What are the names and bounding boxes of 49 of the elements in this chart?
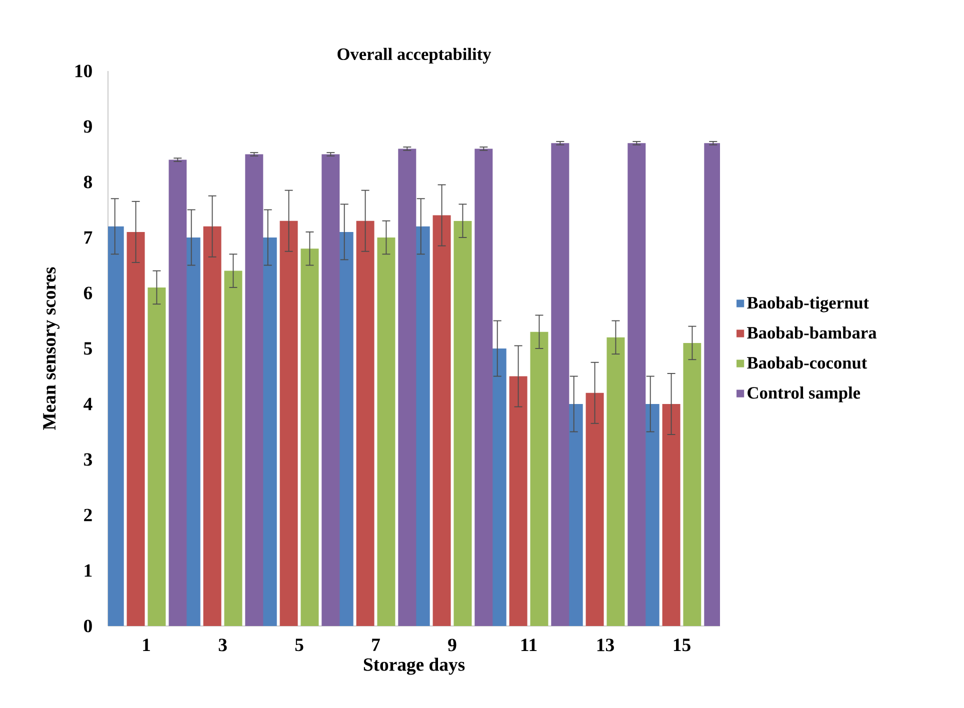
bar bbox=[377, 238, 396, 626]
legend-label: Baobab-bambara bbox=[747, 326, 877, 339]
bar bbox=[586, 392, 604, 626]
y-tick-label: 9 bbox=[84, 120, 92, 133]
y-tick-label: 3 bbox=[84, 453, 92, 466]
y-axis-title: Mean sensory scores bbox=[43, 267, 60, 430]
bar bbox=[683, 342, 702, 626]
bar bbox=[280, 220, 298, 626]
bar bbox=[126, 232, 145, 626]
bar bbox=[148, 287, 166, 626]
bar bbox=[398, 148, 416, 626]
chart-title: Overall acceptability bbox=[338, 48, 492, 64]
y-tick-label: 6 bbox=[84, 286, 92, 300]
x-tick-label: 1 bbox=[143, 638, 150, 652]
x-tick-label: 5 bbox=[295, 638, 304, 652]
legend-label: Control sample bbox=[748, 386, 860, 402]
x-tick-label: 3 bbox=[218, 638, 227, 652]
y-tick-label: 5 bbox=[84, 342, 92, 355]
bar bbox=[551, 143, 570, 626]
bar bbox=[530, 332, 548, 626]
y-tick-label: 0 bbox=[84, 620, 92, 632]
x-axis-title: Storage days bbox=[364, 658, 465, 675]
bar bbox=[628, 143, 646, 626]
y-tick-label: 4 bbox=[84, 398, 92, 410]
y-tick-label: 2 bbox=[84, 508, 92, 522]
bar bbox=[245, 154, 264, 626]
legend-label: Baobab-coconut bbox=[747, 356, 868, 369]
x-tick-label: 11 bbox=[521, 638, 537, 652]
bar bbox=[224, 270, 242, 626]
y-tick-label: 10 bbox=[75, 64, 92, 78]
bar bbox=[168, 160, 187, 626]
x-tick-label: 15 bbox=[674, 638, 690, 652]
y-tick-label: 1 bbox=[84, 564, 92, 577]
bar bbox=[356, 220, 374, 626]
bar bbox=[432, 215, 451, 626]
y-tick-label: 7 bbox=[84, 231, 92, 244]
bar bbox=[322, 154, 340, 626]
bar bbox=[203, 226, 222, 626]
bar bbox=[509, 376, 528, 626]
x-tick-label: 7 bbox=[372, 638, 380, 651]
bar bbox=[300, 248, 319, 626]
y-tick-label: 8 bbox=[84, 176, 92, 188]
bar bbox=[606, 337, 625, 626]
x-tick-label: 13 bbox=[597, 638, 614, 652]
bar bbox=[662, 404, 680, 626]
x-tick-label: 9 bbox=[448, 638, 456, 652]
legend-label: Baobab-tigernut bbox=[747, 296, 869, 312]
bar bbox=[454, 220, 472, 626]
bar bbox=[474, 148, 493, 626]
